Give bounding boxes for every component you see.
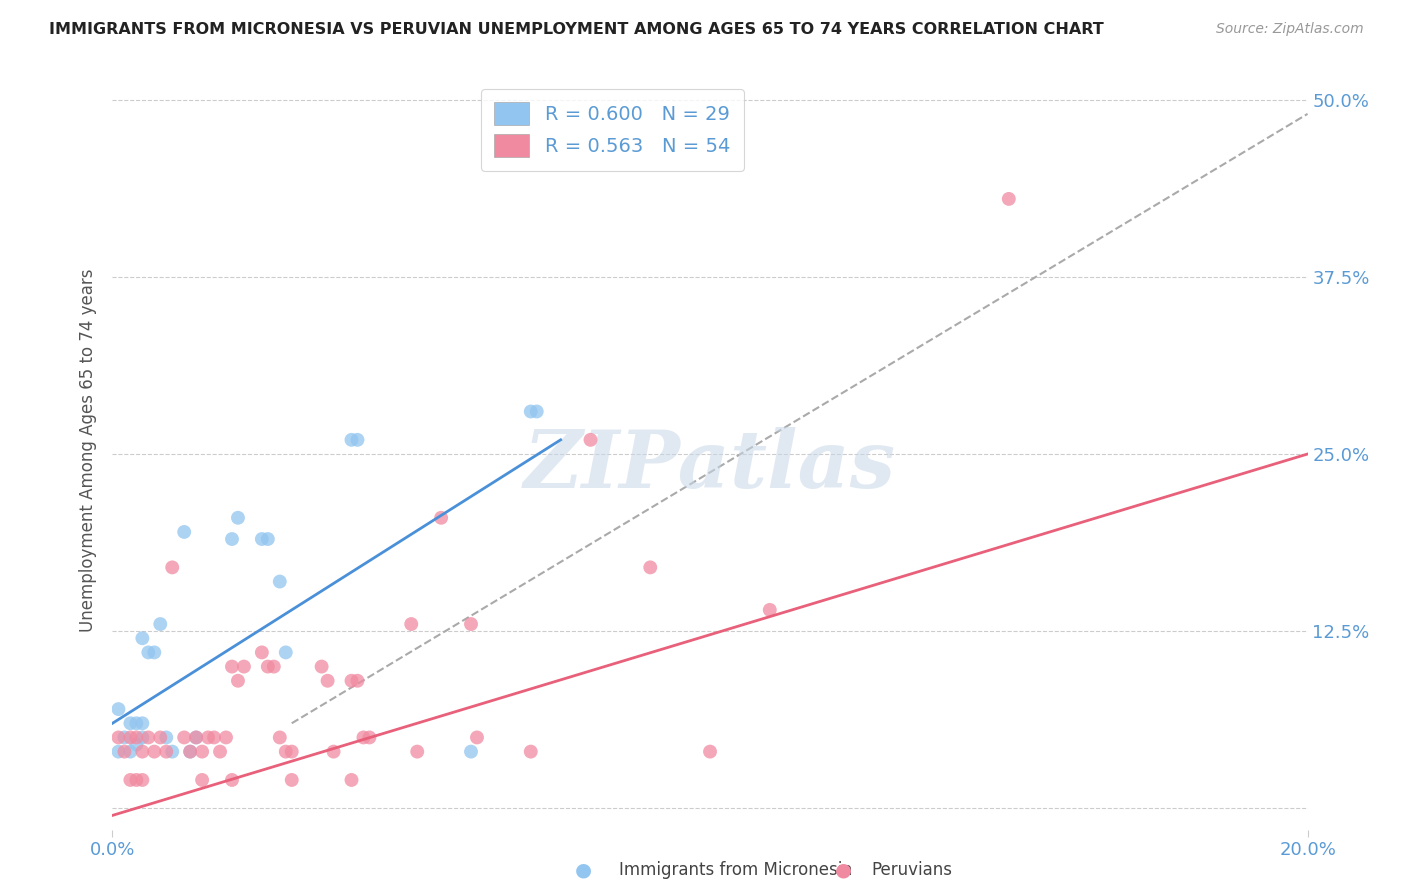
Point bbox=[340, 772, 363, 787]
Text: ●: ● bbox=[575, 860, 592, 880]
Point bbox=[191, 772, 214, 787]
Point bbox=[143, 745, 166, 759]
Point bbox=[107, 731, 129, 745]
Point bbox=[162, 745, 183, 759]
Point bbox=[191, 745, 214, 759]
Point bbox=[699, 745, 721, 759]
Point bbox=[131, 731, 153, 745]
Point bbox=[226, 510, 249, 524]
Point bbox=[125, 738, 148, 752]
Point bbox=[149, 617, 172, 632]
Point bbox=[520, 745, 543, 759]
Text: IMMIGRANTS FROM MICRONESIA VS PERUVIAN UNEMPLOYMENT AMONG AGES 65 TO 74 YEARS CO: IMMIGRANTS FROM MICRONESIA VS PERUVIAN U… bbox=[49, 22, 1104, 37]
Point bbox=[221, 659, 243, 673]
Point bbox=[125, 716, 148, 731]
Point bbox=[353, 731, 375, 745]
Point bbox=[138, 731, 160, 745]
Point bbox=[114, 745, 135, 759]
Point bbox=[107, 702, 129, 716]
Point bbox=[186, 731, 208, 745]
Point bbox=[120, 731, 142, 745]
Point bbox=[131, 716, 153, 731]
Point bbox=[125, 731, 148, 745]
Point bbox=[401, 617, 423, 632]
Point bbox=[460, 617, 482, 632]
Point bbox=[269, 731, 291, 745]
Point bbox=[311, 659, 333, 673]
Point bbox=[759, 603, 782, 617]
Point bbox=[340, 433, 363, 447]
Point bbox=[257, 659, 280, 673]
Point bbox=[155, 745, 177, 759]
Point bbox=[155, 731, 177, 745]
Point bbox=[131, 632, 153, 646]
Point bbox=[131, 772, 153, 787]
Point bbox=[322, 745, 344, 759]
Point bbox=[138, 645, 160, 659]
Point bbox=[281, 745, 304, 759]
Point bbox=[998, 192, 1021, 206]
Point bbox=[179, 745, 201, 759]
Point bbox=[173, 524, 195, 539]
Point bbox=[640, 560, 662, 574]
Text: ZIPatlas: ZIPatlas bbox=[524, 427, 896, 504]
Point bbox=[120, 772, 142, 787]
Point bbox=[114, 731, 135, 745]
Point bbox=[316, 673, 339, 688]
Point bbox=[202, 731, 225, 745]
Text: Peruvians: Peruvians bbox=[872, 861, 953, 879]
Point bbox=[579, 433, 602, 447]
Point bbox=[346, 433, 368, 447]
Point bbox=[233, 659, 256, 673]
Point bbox=[197, 731, 219, 745]
Point bbox=[274, 745, 297, 759]
Text: Source: ZipAtlas.com: Source: ZipAtlas.com bbox=[1216, 22, 1364, 37]
Point bbox=[179, 745, 201, 759]
Point bbox=[120, 716, 142, 731]
Point bbox=[250, 645, 273, 659]
Point bbox=[226, 673, 249, 688]
Point bbox=[465, 731, 488, 745]
Point bbox=[520, 404, 543, 418]
Point bbox=[281, 772, 304, 787]
Point bbox=[269, 574, 291, 589]
Point bbox=[209, 745, 232, 759]
Point bbox=[526, 404, 548, 418]
Point bbox=[221, 532, 243, 546]
Point bbox=[257, 532, 280, 546]
Point bbox=[221, 772, 243, 787]
Point bbox=[143, 645, 166, 659]
Point bbox=[186, 731, 208, 745]
Point bbox=[274, 645, 297, 659]
Legend: R = 0.600   N = 29, R = 0.563   N = 54: R = 0.600 N = 29, R = 0.563 N = 54 bbox=[481, 88, 744, 170]
Point bbox=[340, 673, 363, 688]
Point bbox=[149, 731, 172, 745]
Point bbox=[346, 673, 368, 688]
Point bbox=[120, 745, 142, 759]
Point bbox=[131, 745, 153, 759]
Point bbox=[263, 659, 285, 673]
Point bbox=[107, 745, 129, 759]
Point bbox=[359, 731, 381, 745]
Point bbox=[215, 731, 238, 745]
Y-axis label: Unemployment Among Ages 65 to 74 years: Unemployment Among Ages 65 to 74 years bbox=[79, 268, 97, 632]
Point bbox=[460, 745, 482, 759]
Point bbox=[173, 731, 195, 745]
Text: ●: ● bbox=[835, 860, 852, 880]
Point bbox=[406, 745, 429, 759]
Text: Immigrants from Micronesia: Immigrants from Micronesia bbox=[619, 861, 852, 879]
Point bbox=[250, 532, 273, 546]
Point bbox=[162, 560, 183, 574]
Point bbox=[430, 510, 453, 524]
Point bbox=[125, 772, 148, 787]
